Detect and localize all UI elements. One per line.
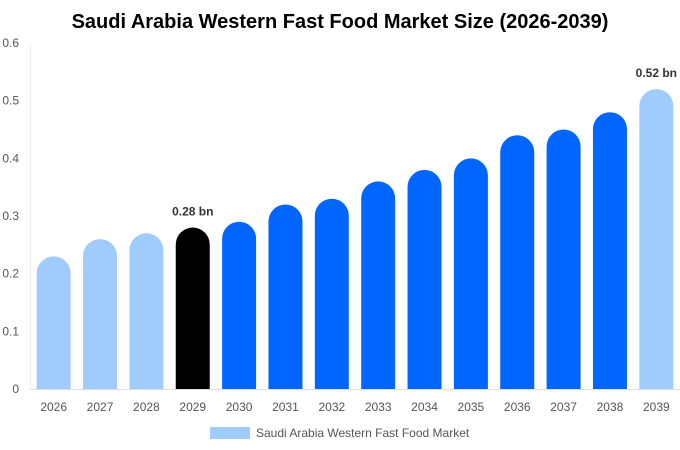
- y-tick-label: 0.2: [2, 267, 19, 281]
- bar-2031: [268, 204, 303, 389]
- chart-title: Saudi Arabia Western Fast Food Market Si…: [72, 11, 609, 33]
- bar-2037: [546, 129, 581, 389]
- x-tick-label: 2038: [597, 400, 624, 414]
- bar-2038: [592, 112, 627, 389]
- legend-swatch: [210, 427, 250, 439]
- x-tick-label: 2030: [226, 400, 253, 414]
- bar-2027: [83, 239, 118, 389]
- x-tick-label: 2026: [40, 400, 67, 414]
- x-tick-label: 2031: [272, 400, 299, 414]
- bar-2030: [222, 221, 257, 389]
- x-tick-label: 2037: [550, 400, 577, 414]
- x-tick-label: 2032: [318, 400, 345, 414]
- bar-2036: [500, 135, 535, 389]
- x-tick-label: 2028: [133, 400, 160, 414]
- y-tick-label: 0.5: [2, 94, 19, 108]
- y-tick-label: 0.6: [2, 36, 19, 50]
- data-label: 0.28 bn: [172, 205, 213, 219]
- x-tick-label: 2029: [179, 400, 206, 414]
- legend-label: Saudi Arabia Western Fast Food Market: [256, 426, 470, 440]
- legend: Saudi Arabia Western Fast Food Market: [210, 426, 469, 440]
- bar-2034: [407, 169, 442, 389]
- bar-2028: [129, 233, 164, 389]
- x-tick-label: 2033: [365, 400, 392, 414]
- y-tick-label: 0.3: [2, 209, 19, 223]
- x-tick-label: 2036: [504, 400, 531, 414]
- bar-2026: [36, 256, 71, 389]
- bar-2033: [361, 181, 396, 389]
- x-tick-label: 2027: [87, 400, 114, 414]
- bar-2029: [175, 227, 210, 389]
- bar-2039: [639, 89, 674, 389]
- x-tick-label: 2034: [411, 400, 438, 414]
- data-label: 0.52 bn: [636, 66, 677, 80]
- x-tick-label: 2039: [643, 400, 670, 414]
- bar-2032: [314, 198, 349, 389]
- y-tick-label: 0.4: [2, 151, 19, 165]
- y-tick-label: 0: [12, 382, 19, 396]
- x-tick-label: 2035: [458, 400, 485, 414]
- y-tick-label: 0.1: [2, 324, 19, 338]
- bar-2035: [453, 158, 488, 389]
